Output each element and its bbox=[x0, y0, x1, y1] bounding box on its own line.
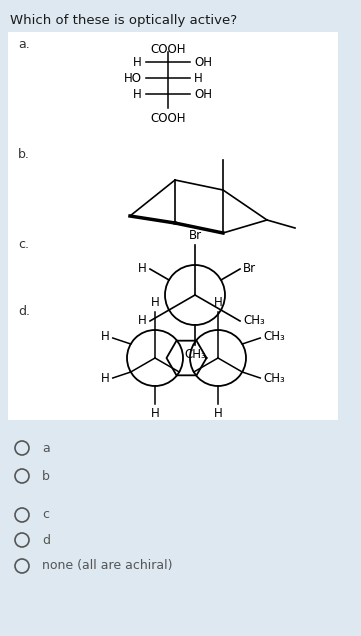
Text: Br: Br bbox=[243, 263, 256, 275]
Text: c.: c. bbox=[18, 238, 29, 251]
Text: CH₃: CH₃ bbox=[263, 373, 285, 385]
Text: Br: Br bbox=[188, 229, 201, 242]
Text: d: d bbox=[42, 534, 50, 546]
Text: H: H bbox=[133, 55, 142, 69]
Text: COOH: COOH bbox=[150, 43, 186, 56]
Text: none (all are achiral): none (all are achiral) bbox=[42, 560, 173, 572]
Text: b.: b. bbox=[18, 148, 30, 161]
Text: CH₃: CH₃ bbox=[184, 348, 206, 361]
Text: HO: HO bbox=[124, 71, 142, 85]
Text: COOH: COOH bbox=[150, 112, 186, 125]
Text: H: H bbox=[151, 407, 159, 420]
Text: OH: OH bbox=[194, 55, 212, 69]
Text: H: H bbox=[138, 263, 147, 275]
Text: a: a bbox=[42, 441, 50, 455]
Text: OH: OH bbox=[194, 88, 212, 100]
Text: H: H bbox=[194, 71, 203, 85]
Text: H: H bbox=[138, 314, 147, 328]
Text: H: H bbox=[214, 407, 222, 420]
Bar bbox=[8, 32, 338, 420]
Text: CH₃: CH₃ bbox=[243, 314, 265, 328]
Text: d.: d. bbox=[18, 305, 30, 318]
Text: H: H bbox=[214, 296, 222, 309]
Text: c: c bbox=[42, 509, 49, 522]
Text: Which of these is optically active?: Which of these is optically active? bbox=[10, 14, 237, 27]
Text: CH₃: CH₃ bbox=[263, 331, 285, 343]
Text: H: H bbox=[101, 331, 110, 343]
Text: H: H bbox=[101, 373, 110, 385]
Text: H: H bbox=[133, 88, 142, 100]
Text: H: H bbox=[151, 296, 159, 309]
Text: a.: a. bbox=[18, 38, 30, 51]
Text: b: b bbox=[42, 469, 50, 483]
